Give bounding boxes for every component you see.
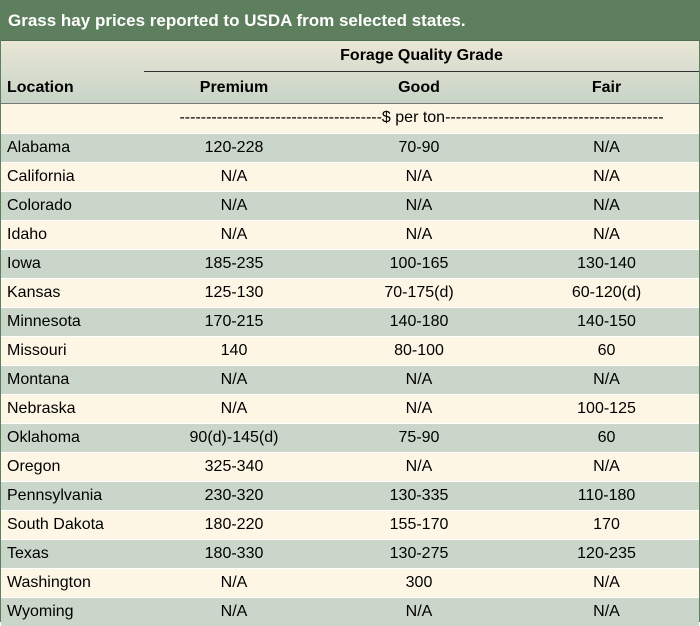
location-cell: Washington: [7, 574, 91, 591]
location-cell: Idaho: [7, 226, 48, 243]
unit-row: --------------------------------------$ …: [1, 103, 699, 133]
fair-cell: 130-140: [577, 255, 636, 272]
premium-cell: N/A: [220, 226, 248, 243]
premium-cell: 90(d)-145(d): [189, 429, 279, 446]
premium-cell: 325-340: [204, 458, 264, 475]
premium-cell: N/A: [220, 400, 248, 417]
location-cell: Kansas: [7, 284, 61, 301]
table-row: Montana N/A N/A N/A: [1, 365, 699, 394]
table-row: Kansas 125-130 70-175(d) 60-120(d): [1, 278, 699, 307]
premium-cell: 230-320: [204, 487, 264, 504]
premium-cell: N/A: [220, 197, 248, 214]
good-cell: N/A: [405, 603, 433, 620]
column-header-premium: Premium: [199, 79, 269, 96]
location-cell: Oregon: [7, 458, 61, 475]
fair-cell: 140-150: [577, 313, 636, 330]
location-cell: Pennsylvania: [7, 487, 103, 504]
location-cell: Iowa: [7, 255, 41, 272]
premium-cell: 140: [220, 342, 248, 359]
premium-cell: N/A: [220, 168, 248, 185]
table-row: California N/A N/A N/A: [1, 162, 699, 191]
group-header-forage-quality: Forage Quality Grade: [340, 47, 503, 64]
table-row: Oklahoma 90(d)-145(d) 75-90 60: [1, 423, 699, 452]
location-cell: Texas: [7, 545, 49, 562]
column-header-location: Location: [7, 79, 74, 96]
good-cell: 70-90: [398, 139, 440, 156]
good-cell: 140-180: [389, 313, 449, 330]
location-cell: Wyoming: [7, 603, 74, 620]
location-cell: South Dakota: [7, 516, 104, 533]
good-cell: 130-335: [389, 487, 449, 504]
good-cell: N/A: [405, 168, 433, 185]
good-cell: 155-170: [389, 516, 449, 533]
table-row: Oregon 325-340 N/A N/A: [1, 452, 699, 481]
good-cell: 100-165: [389, 255, 449, 272]
premium-cell: 125-130: [204, 284, 264, 301]
fair-cell: 120-235: [577, 545, 636, 562]
location-cell: Minnesota: [7, 313, 81, 330]
premium-cell: 170-215: [204, 313, 264, 330]
fair-cell: 110-180: [577, 487, 636, 504]
column-header-fair: Fair: [591, 79, 622, 96]
fair-cell: N/A: [593, 603, 620, 620]
table-row: Wyoming N/A N/A N/A: [1, 597, 699, 626]
fair-cell: 60: [597, 429, 616, 446]
good-cell: 75-90: [398, 429, 440, 446]
fair-cell: N/A: [593, 371, 620, 388]
fair-cell: N/A: [593, 197, 620, 214]
good-cell: 80-100: [394, 342, 444, 359]
table-row: Washington N/A 300 N/A: [1, 568, 699, 597]
location-cell: Colorado: [7, 197, 72, 214]
table-row: Texas 180-330 130-275 120-235: [1, 539, 699, 568]
table-body: Alabama 120-228 70-90 N/A California N/A N/A N/…: [1, 133, 699, 626]
fair-cell: N/A: [593, 226, 620, 243]
premium-cell: 120-228: [204, 139, 264, 156]
good-cell: N/A: [405, 400, 433, 417]
table-row: Pennsylvania 230-320 130-335 110-180: [1, 481, 699, 510]
fair-cell: N/A: [593, 168, 620, 185]
premium-cell: 180-220: [204, 516, 264, 533]
fair-cell: 60: [597, 342, 616, 359]
table-row: Colorado N/A N/A N/A: [1, 191, 699, 220]
fair-cell: 170: [593, 516, 620, 533]
good-cell: 300: [405, 574, 433, 591]
location-cell: Oklahoma: [7, 429, 80, 446]
table-row: Iowa 185-235 100-165 130-140: [1, 249, 699, 278]
column-header-good: Good: [398, 79, 440, 96]
good-cell: N/A: [405, 197, 433, 214]
table-row: Missouri 140 80-100 60: [1, 336, 699, 365]
premium-cell: N/A: [220, 603, 248, 620]
premium-cell: N/A: [220, 574, 248, 591]
location-cell: Alabama: [7, 139, 71, 156]
good-cell: 70-175(d): [384, 284, 454, 301]
fair-cell: N/A: [593, 574, 620, 591]
good-cell: N/A: [405, 371, 433, 388]
fair-cell: N/A: [593, 458, 620, 475]
table-row: Alabama 120-228 70-90 N/A: [1, 133, 699, 162]
table-row: South Dakota 180-220 155-170 170: [1, 510, 699, 539]
unit-label: --------------------------------------$ …: [179, 109, 664, 126]
fair-cell: N/A: [593, 139, 620, 156]
premium-cell: 185-235: [204, 255, 264, 272]
table-title: Grass hay prices reported to USDA from s…: [1, 1, 699, 41]
good-cell: N/A: [405, 226, 433, 243]
table-row: Idaho N/A N/A N/A: [1, 220, 699, 249]
group-header-underline: [144, 71, 699, 72]
premium-cell: 180-330: [204, 545, 264, 562]
location-cell: California: [7, 168, 75, 185]
table-row: Nebraska N/A N/A 100-125: [1, 394, 699, 423]
fair-cell: 100-125: [577, 400, 636, 417]
table-row: Minnesota 170-215 140-180 140-150: [1, 307, 699, 336]
premium-cell: N/A: [220, 371, 248, 388]
location-cell: Missouri: [7, 342, 67, 359]
good-cell: 130-275: [389, 545, 449, 562]
location-cell: Nebraska: [7, 400, 76, 417]
fair-cell: 60-120(d): [571, 284, 642, 301]
good-cell: N/A: [405, 458, 433, 475]
location-cell: Montana: [7, 371, 70, 388]
table-header: Forage Quality Grade Location Premium Go…: [1, 41, 699, 103]
